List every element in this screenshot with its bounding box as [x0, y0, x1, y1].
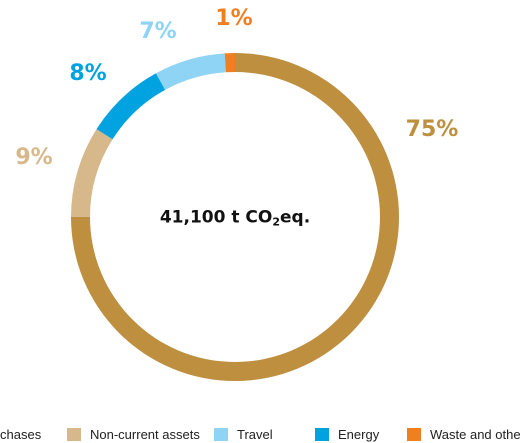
legend-label-waste-and-other: Waste and other — [430, 426, 521, 442]
donut-slice-travel — [155, 53, 226, 90]
donut-slices — [71, 53, 399, 381]
donut-slice-waste-and-other — [224, 53, 235, 73]
total-subscript: 2 — [272, 215, 280, 229]
legend-swatch-waste-and-other — [407, 427, 421, 441]
legend-label-travel: Travel — [237, 426, 273, 442]
slice-label-energy: 8% — [69, 61, 106, 86]
legend-swatch-travel — [214, 427, 228, 441]
total-emissions-label: 41,100 t CO2eq. — [160, 208, 310, 229]
slice-label-non-current-assets: 9% — [15, 145, 52, 170]
legend-label-purchases: chases — [0, 426, 42, 442]
legend-item-waste-and-other: Waste and other — [407, 425, 521, 443]
donut-slice-non-current-assets — [71, 129, 113, 217]
slice-label-purchases: 75% — [406, 117, 459, 142]
legend-item-travel: Travel — [214, 425, 273, 443]
donut-slice-energy — [96, 73, 166, 140]
donut-chart: 75% 9% 8% 7% 1% — [15, 6, 458, 381]
legend-swatch-non-current-assets — [67, 427, 81, 441]
total-suffix: eq. — [279, 207, 311, 228]
legend-item-purchases: chases — [0, 425, 41, 443]
legend-swatch-energy — [315, 427, 329, 441]
legend-item-energy: Energy — [315, 425, 379, 443]
legend-item-non-current-assets: Non-current assets — [67, 425, 200, 443]
slice-labels: 75% 9% 8% 7% 1% — [15, 6, 458, 170]
total-value: 41,100 t CO — [159, 207, 273, 228]
slice-label-travel: 7% — [139, 19, 176, 44]
chart-legend: chases Non-current assets Travel Energy … — [0, 425, 521, 443]
slice-label-waste-and-other: 1% — [215, 6, 252, 31]
legend-label-energy: Energy — [338, 426, 380, 442]
legend-label-non-current-assets: Non-current assets — [90, 426, 200, 442]
